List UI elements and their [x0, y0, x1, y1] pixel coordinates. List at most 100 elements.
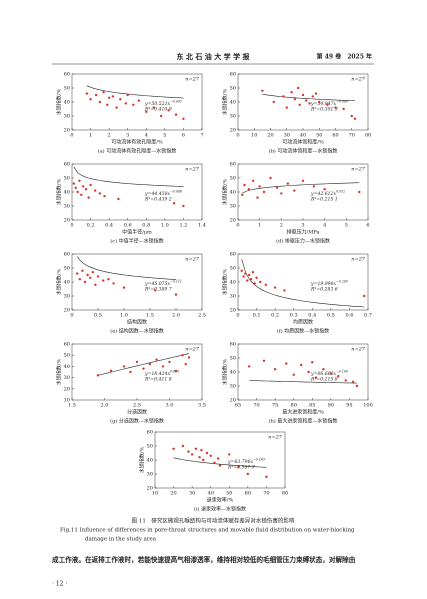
data-point: [293, 189, 296, 192]
data-point: [182, 117, 185, 121]
trend-line: [242, 182, 360, 194]
equation-text: y=45.075x: [144, 281, 171, 287]
y-tick-label: 60: [230, 162, 236, 168]
data-point: [119, 98, 122, 101]
data-point: [181, 354, 184, 357]
data-point: [142, 367, 145, 370]
x-axis-label: 结构因数: [127, 319, 147, 326]
data-point: [259, 280, 262, 284]
y-tick-label: 60: [64, 72, 70, 78]
x-tick-label: 50: [316, 133, 322, 139]
r-squared: R²=0.283 6: [310, 287, 338, 293]
x-tick-label: 0: [236, 133, 239, 139]
data-point: [135, 360, 139, 364]
data-point: [174, 369, 178, 373]
data-point: [283, 289, 286, 292]
equation: y=54.947x−0.069: [310, 100, 348, 107]
equation-text: y=18.424x: [144, 371, 171, 377]
data-point: [290, 91, 293, 94]
data-point: [96, 275, 100, 278]
data-point: [81, 269, 84, 272]
x-tick-label: 4: [145, 133, 148, 139]
data-point: [194, 447, 198, 450]
data-point: [106, 103, 109, 107]
x-tick-label: 50: [226, 491, 232, 497]
data-point: [363, 294, 366, 298]
data-point: [83, 280, 87, 284]
data-point: [265, 475, 268, 478]
y-tick-label: 50: [64, 86, 70, 92]
x-tick-label: 6: [366, 223, 369, 229]
data-point: [174, 293, 178, 296]
equation-exponent: −0.160: [336, 370, 348, 374]
data-point: [94, 93, 98, 97]
x-axis-label: 分选因数: [127, 409, 147, 416]
data-point: [98, 192, 102, 195]
data-point: [205, 451, 209, 455]
r-squared: R²=0.301 9: [310, 107, 338, 113]
r-squared: R²=0.389 7: [144, 287, 172, 293]
x-tick-label: 85: [309, 403, 315, 409]
y-tick-label: 40: [64, 364, 70, 370]
figure-caption: 图 11 研究区微观孔喉结构与可动流体赋存差异对水锁伤害的影响: [132, 517, 295, 525]
data-point: [184, 362, 187, 366]
equation: y=66.663x−0.160: [310, 370, 348, 377]
data-point: [251, 271, 255, 274]
data-point: [148, 362, 152, 366]
y-tick-label: 10: [64, 398, 70, 404]
figure-caption-en: damage in the study area: [85, 537, 157, 543]
y-axis-label: 水锁指数/%: [56, 359, 63, 386]
data-point: [351, 380, 355, 383]
r-squared: R²=0.215 8: [310, 377, 338, 383]
y-tick-label: 20: [64, 308, 70, 314]
data-point: [342, 107, 345, 111]
equation-exponent: −0.143: [253, 458, 265, 462]
x-tick-label: 1.5: [146, 313, 154, 319]
data-point: [311, 95, 314, 98]
data-point: [124, 102, 128, 105]
y-tick-label: 60: [230, 72, 236, 78]
data-point: [182, 204, 185, 208]
data-point: [261, 89, 264, 93]
y-tick-label: 60: [147, 430, 153, 436]
trend-line: [173, 457, 267, 468]
data-point: [103, 195, 106, 198]
data-point: [353, 117, 357, 121]
data-point: [350, 114, 353, 118]
data-point: [129, 370, 132, 374]
trend-line: [241, 258, 365, 308]
r-squared: R²=0.439 2: [144, 197, 172, 203]
y-tick-label: 20: [64, 128, 70, 134]
y-tick-label: 40: [230, 280, 236, 286]
data-point: [243, 183, 246, 187]
x-tick-label: 40: [300, 133, 306, 139]
y-tick-label: 50: [64, 266, 70, 272]
data-point: [102, 91, 105, 94]
y-tick-label: 50: [230, 86, 236, 92]
equation-text: y=44.458x: [144, 191, 171, 197]
y-tick-label: 20: [64, 386, 70, 392]
equation: y=19.996x−0.265: [310, 280, 348, 287]
x-tick-label: 2.5: [198, 313, 206, 319]
x-tick-label: 100: [363, 403, 373, 409]
y-tick-label: 50: [64, 353, 70, 359]
trend-line: [97, 353, 190, 376]
y-tick-label: 20: [230, 128, 236, 134]
sample-count: n=27: [185, 167, 200, 173]
x-tick-label: 4: [323, 223, 326, 229]
equation-exponent: −0.265: [336, 280, 348, 284]
equation-text: y=50.521x: [144, 101, 171, 107]
data-point: [107, 96, 111, 100]
data-point: [344, 379, 347, 382]
equation-exponent: −0.069: [336, 100, 348, 104]
x-tick-label: 0: [70, 223, 73, 229]
data-point: [246, 279, 249, 282]
data-point: [242, 275, 245, 278]
r-squared: R²=0.215 1: [310, 197, 338, 203]
data-point: [273, 368, 277, 371]
sample-count: n=27: [351, 257, 366, 263]
data-point: [326, 103, 329, 107]
data-point: [132, 103, 135, 107]
y-axis-label: 水锁指数/%: [139, 447, 146, 474]
